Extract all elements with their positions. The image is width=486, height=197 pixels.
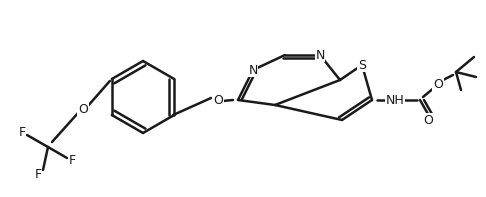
Text: F: F — [18, 125, 26, 138]
Text: NH: NH — [385, 94, 404, 107]
Text: O: O — [423, 113, 433, 126]
Text: S: S — [358, 59, 366, 72]
Text: N: N — [248, 63, 258, 76]
Text: O: O — [78, 102, 88, 115]
Text: F: F — [35, 168, 42, 181]
Text: F: F — [69, 154, 75, 167]
Text: O: O — [213, 94, 223, 107]
Text: N: N — [315, 48, 325, 61]
Text: O: O — [433, 77, 443, 90]
